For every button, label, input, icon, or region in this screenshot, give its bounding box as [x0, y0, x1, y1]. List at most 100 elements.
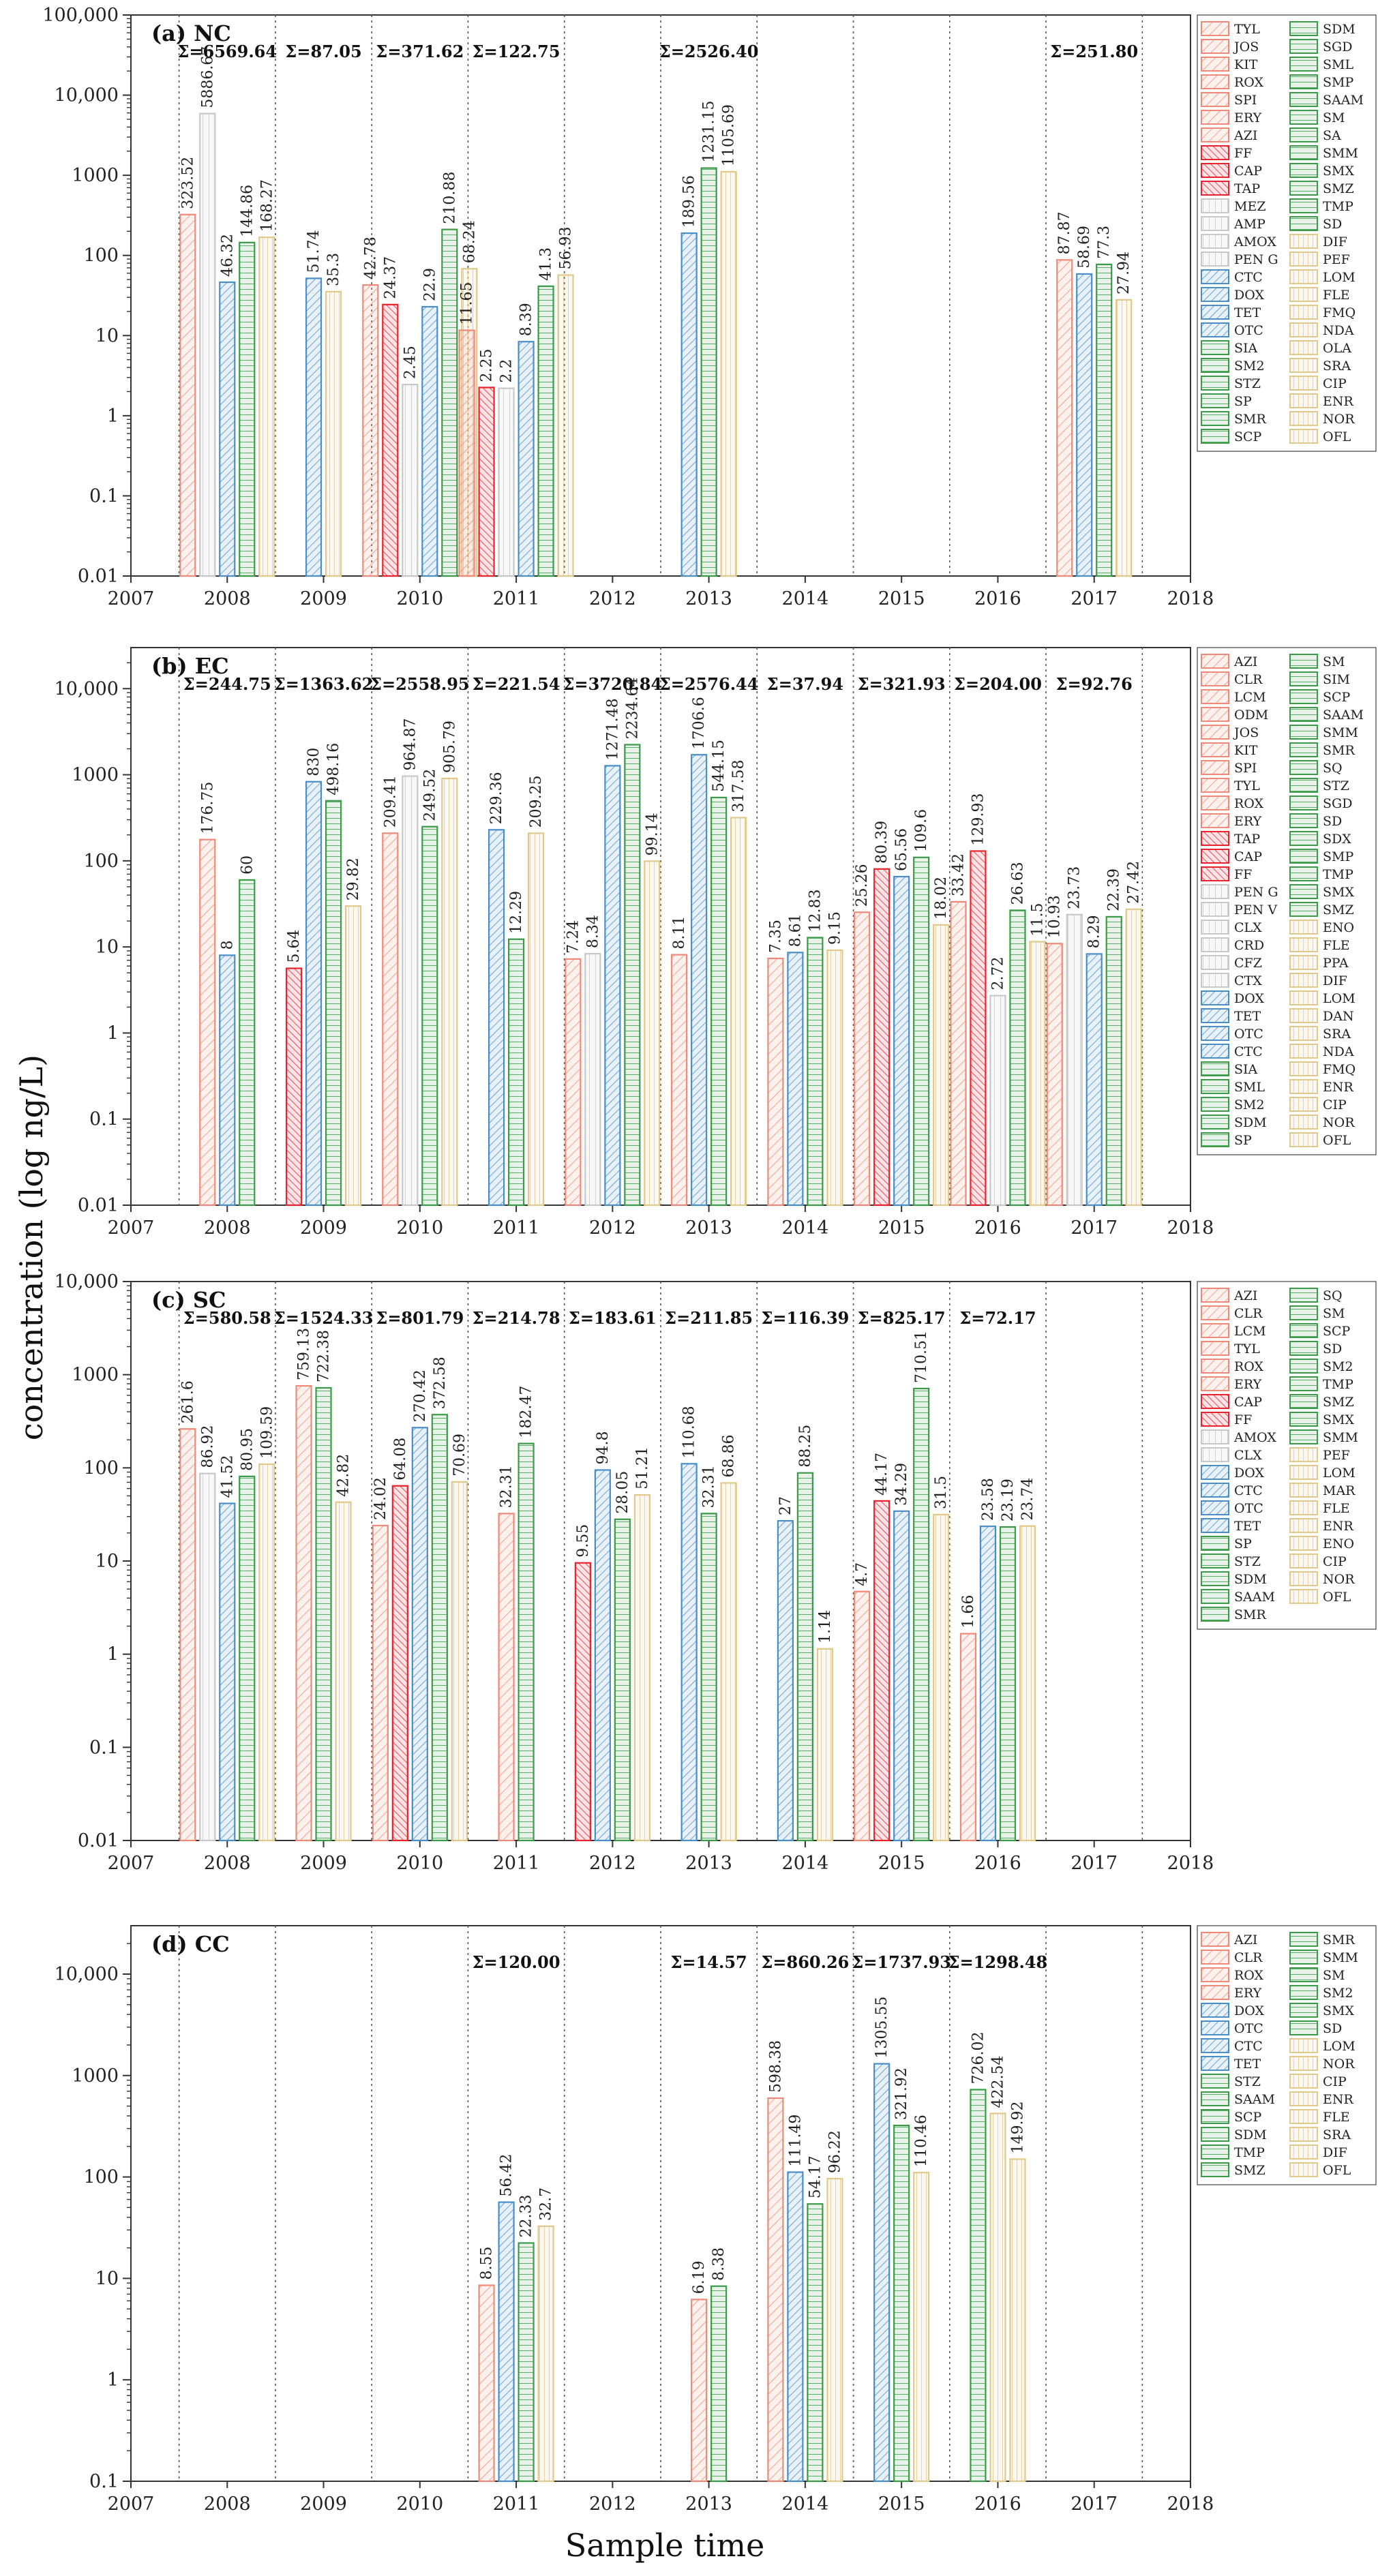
- bar-value-label: 68.86: [721, 1434, 738, 1477]
- legend-swatch: [1201, 2127, 1229, 2142]
- legend-item: FLE: [1323, 1501, 1350, 1516]
- legend-swatch: [1201, 1571, 1229, 1586]
- y-tick-label: 0.1: [89, 1109, 119, 1130]
- legend-item: SP: [1234, 394, 1252, 409]
- legend-swatch: [1201, 1323, 1229, 1338]
- legend-swatch: [1201, 21, 1229, 36]
- bar-macrolide: [854, 1590, 871, 1842]
- bar-tetracycline: [691, 754, 708, 1207]
- bar-value-label: 12.83: [807, 889, 824, 932]
- bar-value-label: 25.26: [854, 864, 871, 907]
- legend-item: MAR: [1323, 1483, 1355, 1498]
- bar-value-label: 28.05: [614, 1471, 631, 1514]
- legend-swatch: [1201, 57, 1229, 72]
- bar-tetracycline: [518, 341, 535, 577]
- legend-frame: [1197, 14, 1377, 452]
- x-tick-label: 2015: [878, 588, 925, 609]
- legend-swatch: [1289, 181, 1318, 196]
- bar-quinolone: [989, 2112, 1006, 2483]
- sum-label: Σ=6569.64: [177, 42, 277, 61]
- sum-label: Σ=120.00: [473, 1952, 560, 1972]
- bar-sulfonamide: [999, 1526, 1017, 1842]
- legend-item: SDM: [1234, 1572, 1267, 1587]
- y-tick-label: 1000: [72, 2065, 119, 2087]
- bar-value-label: 70.69: [451, 1434, 468, 1476]
- legend-swatch: [1201, 955, 1229, 970]
- legend-swatch: [1201, 1607, 1229, 1622]
- bar-sulfonamide: [807, 937, 824, 1207]
- legend-swatch: [1289, 429, 1318, 444]
- bar-quinolone: [730, 817, 747, 1207]
- x-tick-label: 2010: [396, 1853, 443, 1874]
- bar-value-label: 168.27: [258, 179, 275, 232]
- x-tick-label: 2009: [300, 1853, 347, 1874]
- legend-item: LOM: [1323, 1466, 1355, 1481]
- bar-value-label: 51.21: [634, 1446, 651, 1489]
- bar-value-label: 176.75: [199, 782, 216, 834]
- legend-swatch: [1289, 1044, 1318, 1059]
- bar-value-label: 32.7: [538, 2187, 555, 2221]
- legend-item: SDM: [1234, 2127, 1267, 2142]
- bar-quinolone: [633, 1494, 650, 1842]
- y-tick-label: 10: [95, 1551, 119, 1572]
- legend-swatch: [1289, 1323, 1318, 1338]
- chart-panel-3: 2007 2008 2009 2010 2011 2012 2013 2014 2015 2016…: [55, 1271, 1377, 1874]
- legend-item: SMR: [1323, 1933, 1355, 1948]
- bar-quinolone: [816, 1648, 834, 1842]
- legend-item: TYL: [1234, 778, 1260, 793]
- legend-swatch: [1201, 393, 1229, 408]
- legend-swatch: [1289, 955, 1318, 970]
- bar-value-label: 32.31: [701, 1465, 718, 1508]
- legend-swatch: [1289, 305, 1318, 320]
- legend-swatch: [1289, 57, 1318, 72]
- legend-item: SMM: [1323, 725, 1358, 740]
- bar-value-label: 498.16: [325, 743, 342, 795]
- panels: 2007 2008 2009 2010 2011 2012 2013 2014 2015 2016…: [42, 5, 1377, 2515]
- legend-item: SCP: [1234, 2110, 1262, 2125]
- legend-item: SRA: [1323, 2127, 1351, 2142]
- bar-value-label: 94.8: [595, 1431, 612, 1465]
- legend-swatch: [1201, 110, 1229, 125]
- legend-item: DOX: [1234, 991, 1264, 1006]
- legend-item: SIA: [1234, 1062, 1258, 1077]
- bar-value-label: 229.36: [488, 772, 505, 824]
- legend-item: NDA: [1323, 1044, 1354, 1059]
- legend-swatch: [1289, 145, 1318, 160]
- bar-value-label: 726.02: [970, 2032, 987, 2085]
- bar-value-label: 60: [239, 855, 256, 875]
- legend-swatch: [1201, 305, 1229, 320]
- y-tick-label: 10,000: [55, 1964, 119, 1985]
- legend-item: SD: [1323, 2021, 1342, 2036]
- bar-value-label: 9.55: [575, 1524, 592, 1558]
- legend-item: SA: [1323, 128, 1341, 143]
- legend-swatch: [1289, 287, 1318, 302]
- legend-swatch: [1201, 920, 1229, 935]
- legend-swatch: [1201, 1115, 1229, 1130]
- legend-swatch: [1201, 2056, 1229, 2071]
- sum-label: Σ=214.78: [473, 1308, 560, 1328]
- bar-tetracycline: [604, 765, 621, 1207]
- legend-swatch: [1289, 654, 1318, 669]
- sum-label: Σ=1363.62: [274, 674, 374, 694]
- legend-swatch: [1289, 411, 1318, 426]
- legend-swatch: [1201, 1376, 1229, 1391]
- bar-value-label: 189.56: [681, 175, 698, 228]
- bar-quinolone: [1029, 941, 1046, 1207]
- legend-item: SMP: [1323, 849, 1353, 864]
- legend-item: OTC: [1234, 323, 1263, 338]
- legend-item: STZ: [1234, 376, 1261, 391]
- legend-swatch: [1289, 2038, 1318, 2053]
- bar-sulfonamide: [518, 2242, 535, 2483]
- bar-value-label: 10.93: [1047, 895, 1064, 938]
- legend-item: TMP: [1323, 1377, 1353, 1392]
- legend-item: CIP: [1323, 2074, 1347, 2089]
- legend-item: TAP: [1234, 832, 1260, 847]
- bar-quinolone: [720, 170, 737, 577]
- legend-item: PEF: [1323, 252, 1350, 267]
- legend-item: LOM: [1323, 2039, 1355, 2054]
- legend-swatch: [1289, 920, 1318, 935]
- legend-swatch: [1201, 1967, 1229, 1982]
- legend-item: SD: [1323, 1342, 1342, 1357]
- bar-macrolide: [295, 1384, 312, 1842]
